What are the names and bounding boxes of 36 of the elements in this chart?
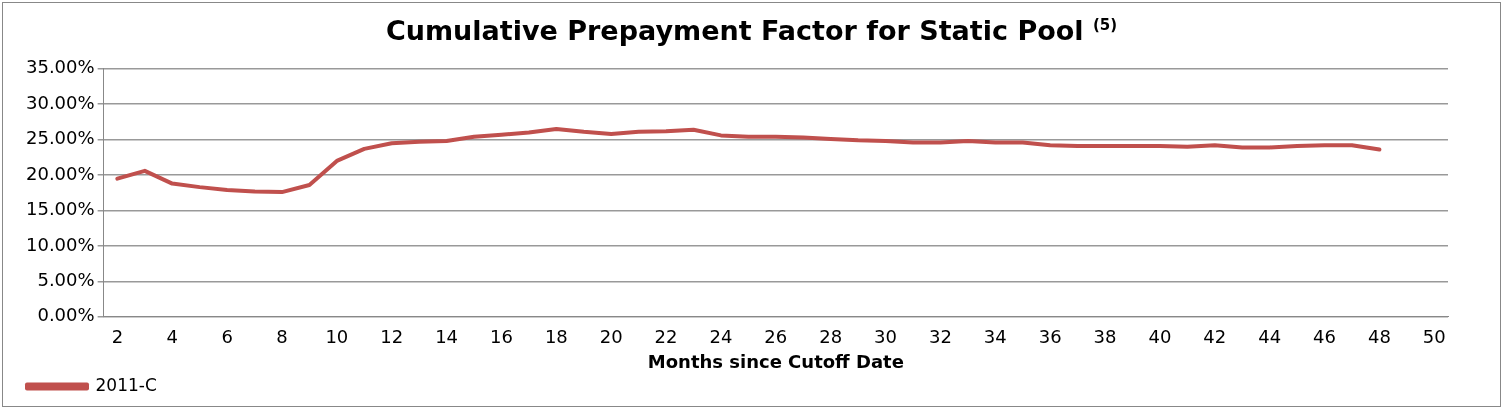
x-tick-label: 30: [874, 326, 898, 348]
y-tick-label: 5.00%: [37, 269, 95, 291]
chart-title: Cumulative Prepayment Factor for Static Pool $^{(5)}$: [384, 15, 1119, 46]
x-tick-label: 26: [764, 326, 788, 348]
x-tick-label: 14: [435, 326, 459, 348]
x-tick-label: 10: [325, 326, 349, 348]
x-tick-label: 12: [380, 326, 404, 348]
x-tick-label: 16: [490, 326, 513, 348]
x-tick-label: 50: [1422, 326, 1446, 348]
y-tick-label: 35.00%: [25, 56, 95, 78]
x-tick-label: 46: [1313, 326, 1336, 348]
x-tick-label: 44: [1258, 326, 1282, 348]
y-tick-label: 25.00%: [25, 127, 95, 149]
x-tick-label: 4: [166, 326, 178, 348]
x-tick-label: 18: [544, 326, 568, 348]
x-tick-label: 34: [983, 326, 1007, 348]
x-tick-label: 6: [221, 326, 233, 348]
x-tick-label: 20: [599, 326, 623, 348]
y-tick-label: 20.00%: [25, 162, 95, 184]
y-tick-label: 10.00%: [25, 233, 95, 255]
x-tick-label: 36: [1038, 326, 1062, 348]
x-axis-title: Months since Cutoff Date: [647, 350, 904, 372]
legend-label: 2011-C: [95, 374, 157, 395]
x-tick-label: 38: [1093, 326, 1117, 348]
x-tick-label: 8: [276, 326, 288, 348]
y-tick-label: 15.00%: [25, 198, 95, 220]
y-tick-label: 0.00%: [37, 304, 95, 326]
x-tick-label: 40: [1148, 326, 1172, 348]
x-tick-label: 28: [819, 326, 843, 348]
x-tick-label: 24: [709, 326, 733, 348]
x-tick-label: 22: [654, 326, 678, 348]
x-tick-label: 32: [928, 326, 952, 348]
x-tick-label: 42: [1203, 326, 1227, 348]
y-tick-label: 30.00%: [25, 91, 95, 113]
x-tick-label: 2: [111, 326, 124, 348]
x-tick-label: 48: [1367, 326, 1391, 348]
